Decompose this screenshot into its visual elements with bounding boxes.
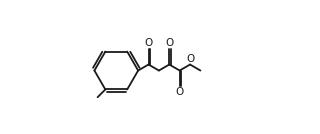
Text: O: O <box>176 87 184 97</box>
Text: O: O <box>186 54 194 64</box>
Text: O: O <box>165 38 173 48</box>
Text: O: O <box>144 38 153 48</box>
